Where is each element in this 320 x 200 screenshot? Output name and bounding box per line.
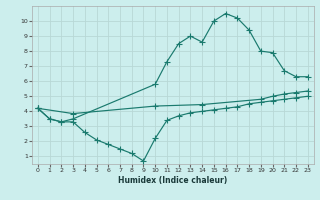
- X-axis label: Humidex (Indice chaleur): Humidex (Indice chaleur): [118, 176, 228, 185]
